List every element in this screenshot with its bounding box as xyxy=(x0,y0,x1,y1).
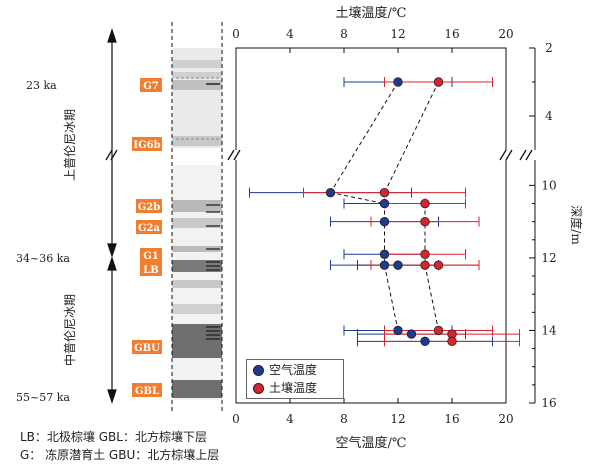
point-s1-7 xyxy=(433,325,444,336)
point-s0-8 xyxy=(406,329,417,339)
legend-label-air: 空气温度 xyxy=(269,363,318,377)
depth-tick-label-2: 10 xyxy=(541,178,556,192)
period-upper-label: 上普伦尼冰期 xyxy=(62,109,77,181)
depth-tick-label-1: 4 xyxy=(545,109,553,123)
point-s1-1 xyxy=(379,187,390,198)
unit-label-g2a: G2a xyxy=(138,223,160,234)
x-axis-bottom-label: 空气温度/℃ xyxy=(336,435,407,451)
unit-label-bg xyxy=(140,248,162,262)
unit-label-bg xyxy=(140,262,162,276)
left-break xyxy=(105,149,118,161)
point-s1-4 xyxy=(420,249,430,259)
unit-label-gbu: GBU xyxy=(134,343,160,354)
depth-axis xyxy=(519,48,536,403)
x-tick-label-bottom-1: 4 xyxy=(286,412,294,426)
unit-label-bg xyxy=(132,340,162,354)
point-s0-2 xyxy=(379,198,390,209)
x-tick-label-bottom-0: 0 xyxy=(232,412,240,426)
x-tick-label-top-2: 8 xyxy=(340,27,348,41)
unit-label-bg xyxy=(136,220,162,234)
x-tick-label-top-3: 12 xyxy=(390,27,405,41)
note-line-2: G： 冻原潜育土 GBU：北方棕壤上层 xyxy=(20,448,220,462)
note-line-1: LB：北极棕壤 GBL：北方棕壤下层 xyxy=(20,430,207,444)
legend-swatch-air xyxy=(253,365,264,376)
x-tick-label-bottom-2: 8 xyxy=(340,412,348,426)
unit-label-gbl: GBL xyxy=(135,386,159,397)
point-s1-2 xyxy=(420,198,430,209)
point-s0-5 xyxy=(379,260,390,270)
data-points xyxy=(325,77,457,347)
point-s0-0 xyxy=(393,77,403,87)
x-tick-label-bottom-5: 20 xyxy=(498,412,513,426)
point-s0-7 xyxy=(393,325,403,336)
unit-label-bg xyxy=(140,78,162,92)
point-s1-6 xyxy=(433,260,444,270)
period-middle-label: 中普伦尼冰期 xyxy=(62,294,77,366)
unit-label-bg xyxy=(136,199,162,213)
legend-item-soil: 土壤温度 xyxy=(253,379,317,397)
depth-tick-label-5: 16 xyxy=(541,396,556,410)
plot-break xyxy=(227,48,518,403)
unit-label-lb: LB xyxy=(143,265,158,276)
point-s1-0 xyxy=(433,77,444,87)
point-s1-3 xyxy=(420,216,430,227)
x-tick-label-bottom-4: 16 xyxy=(444,412,459,426)
depth-tick-label-0: 2 xyxy=(545,41,553,55)
x-tick-label-top-0: 0 xyxy=(232,27,240,41)
age-label-3: 55~57 ka xyxy=(16,391,70,404)
unit-labels: G7 IG6b G2b G2a G1 LB GBU GBL xyxy=(132,78,162,397)
x-axis-top-label: 土壤温度/℃ xyxy=(336,5,407,21)
point-s1-5 xyxy=(420,260,430,270)
unit-label-bg xyxy=(132,383,162,397)
legend-swatch-soil xyxy=(253,383,264,394)
x-tick-label-top-1: 4 xyxy=(286,27,294,41)
unit-label-bg xyxy=(132,137,162,151)
age-label-1: 23 ka xyxy=(26,79,57,92)
point-s0-9 xyxy=(420,336,430,347)
y-axis-label: 深度/m xyxy=(569,205,584,245)
period-arrows xyxy=(107,28,117,404)
x-tick-label-top-5: 20 xyxy=(498,27,513,41)
legend-label-soil: 土壤温度 xyxy=(269,381,318,395)
depth-tick-label-3: 12 xyxy=(541,251,556,265)
unit-label-g7: G7 xyxy=(143,81,159,92)
dashed-link-2 xyxy=(330,192,385,205)
point-s0-1 xyxy=(325,187,336,198)
x-tick-label-bottom-3: 12 xyxy=(390,412,405,426)
point-s0-4 xyxy=(379,249,390,259)
unit-label-g2b: G2b xyxy=(138,202,161,213)
legend: 空气温度 土壤温度 xyxy=(246,359,344,399)
strat-column xyxy=(171,22,223,414)
point-s0-3 xyxy=(379,216,390,227)
dashed-link-0 xyxy=(330,81,399,193)
depth-tick-label-4: 14 xyxy=(541,323,557,337)
age-label-2: 34~36 ka xyxy=(16,252,70,265)
unit-label-g1: G1 xyxy=(143,251,159,262)
point-s0-6 xyxy=(393,260,403,270)
point-s1-9 xyxy=(447,336,457,347)
legend-item-air: 空气温度 xyxy=(253,361,317,379)
unit-label-ig6b: IG6b xyxy=(133,140,160,151)
x-tick-label-top-4: 16 xyxy=(444,27,459,41)
